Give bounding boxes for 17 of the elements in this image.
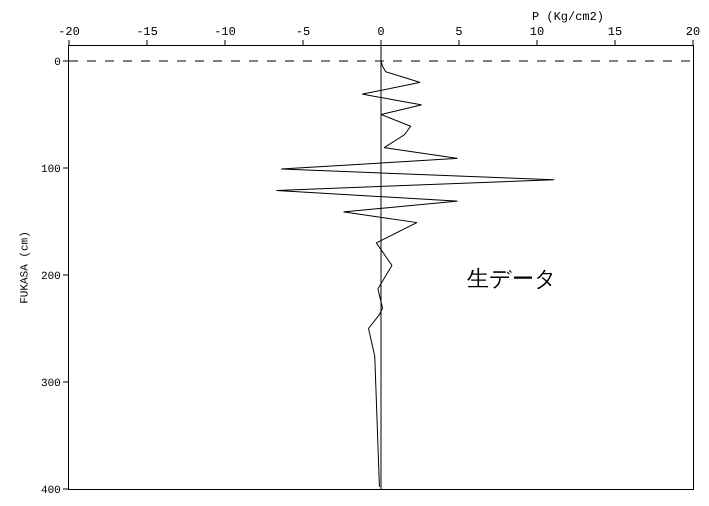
- x-tick-label: 10: [530, 25, 544, 40]
- x-tick-label: 5: [455, 25, 463, 40]
- x-tick-label: -10: [214, 25, 236, 40]
- x-tick-label: -5: [296, 25, 310, 40]
- y-tick-label: 100: [40, 164, 61, 176]
- annotation: 生データ: [467, 267, 557, 292]
- x-tick-label: -15: [136, 25, 158, 40]
- y-tick-label: 300: [40, 378, 61, 390]
- y-tick-label: 400: [40, 484, 61, 497]
- x-tick-label: 0: [377, 25, 385, 40]
- x-tick-label: -20: [58, 25, 80, 40]
- y-axis-title: FUKASA (cm): [20, 231, 32, 304]
- x-axis-title: P (Kg/cm2): [532, 10, 604, 24]
- x-tick-label: 15: [608, 25, 622, 40]
- y-tick-label: 0: [54, 56, 61, 69]
- y-tick-label: 200: [40, 270, 61, 283]
- x-tick-label: 20: [686, 25, 700, 40]
